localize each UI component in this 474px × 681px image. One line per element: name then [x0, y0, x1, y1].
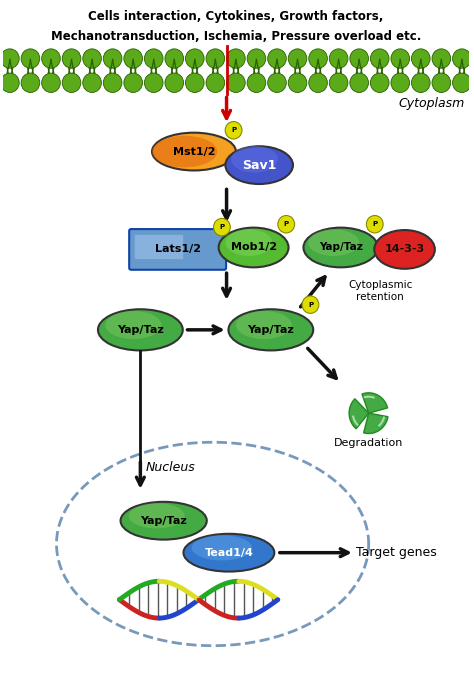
Text: Yap/Taz: Yap/Taz	[247, 325, 294, 335]
Circle shape	[103, 73, 122, 93]
Text: Yap/Taz: Yap/Taz	[319, 242, 363, 253]
Ellipse shape	[231, 146, 278, 173]
Circle shape	[145, 49, 163, 68]
Circle shape	[432, 73, 451, 93]
Circle shape	[0, 73, 19, 93]
Text: Nucleus: Nucleus	[146, 461, 196, 474]
Circle shape	[185, 73, 204, 93]
Text: Target genes: Target genes	[356, 546, 437, 559]
Circle shape	[206, 73, 225, 93]
Circle shape	[145, 73, 163, 93]
Circle shape	[247, 73, 266, 93]
Text: P: P	[219, 224, 225, 230]
Circle shape	[21, 73, 40, 93]
Text: P: P	[283, 221, 289, 227]
Circle shape	[432, 49, 451, 68]
Polygon shape	[364, 413, 388, 434]
Ellipse shape	[191, 535, 252, 560]
Ellipse shape	[129, 503, 185, 528]
Text: Tead1/4: Tead1/4	[204, 548, 253, 558]
Text: Cells interaction, Cytokines, Growth factors,: Cells interaction, Cytokines, Growth fac…	[88, 10, 383, 23]
Circle shape	[391, 49, 410, 68]
Circle shape	[213, 219, 230, 236]
Ellipse shape	[120, 502, 207, 539]
Text: P: P	[372, 221, 377, 227]
Text: Cytoplasmic
retention: Cytoplasmic retention	[348, 281, 412, 302]
Text: Sav1: Sav1	[242, 159, 276, 172]
FancyBboxPatch shape	[129, 229, 226, 270]
Circle shape	[124, 49, 143, 68]
Circle shape	[42, 73, 60, 93]
Circle shape	[165, 49, 183, 68]
Circle shape	[278, 215, 295, 233]
Circle shape	[309, 73, 328, 93]
Circle shape	[366, 215, 383, 233]
Circle shape	[62, 49, 81, 68]
Circle shape	[83, 73, 101, 93]
Circle shape	[350, 49, 368, 68]
Circle shape	[329, 73, 348, 93]
Polygon shape	[349, 399, 369, 429]
Ellipse shape	[303, 227, 378, 268]
Text: Cytoplasm: Cytoplasm	[399, 97, 465, 110]
Circle shape	[247, 49, 266, 68]
Text: Mob1/2: Mob1/2	[230, 242, 277, 253]
Ellipse shape	[152, 136, 217, 168]
Circle shape	[206, 49, 225, 68]
Ellipse shape	[228, 309, 313, 351]
Circle shape	[225, 121, 242, 139]
Circle shape	[411, 73, 430, 93]
Circle shape	[350, 73, 368, 93]
Circle shape	[309, 49, 328, 68]
Circle shape	[302, 296, 319, 313]
Circle shape	[227, 73, 245, 93]
Ellipse shape	[98, 309, 183, 351]
Circle shape	[453, 73, 471, 93]
Circle shape	[329, 49, 348, 68]
Circle shape	[21, 49, 40, 68]
Polygon shape	[362, 393, 388, 413]
Text: Mst1/2: Mst1/2	[173, 146, 215, 157]
Circle shape	[411, 49, 430, 68]
Circle shape	[288, 73, 307, 93]
Text: Degradation: Degradation	[334, 438, 403, 448]
Circle shape	[0, 49, 19, 68]
Text: P: P	[231, 127, 236, 133]
FancyBboxPatch shape	[135, 235, 183, 259]
Text: Lats1/2: Lats1/2	[155, 244, 201, 255]
Circle shape	[185, 49, 204, 68]
Ellipse shape	[236, 311, 292, 339]
Ellipse shape	[226, 146, 293, 184]
Ellipse shape	[219, 227, 289, 268]
Circle shape	[370, 49, 389, 68]
Circle shape	[124, 73, 143, 93]
Text: P: P	[308, 302, 313, 308]
Circle shape	[42, 49, 60, 68]
Circle shape	[83, 49, 101, 68]
Ellipse shape	[308, 229, 359, 256]
Circle shape	[103, 49, 122, 68]
Text: 14-3-3: 14-3-3	[384, 244, 425, 255]
Circle shape	[453, 49, 471, 68]
Circle shape	[165, 73, 183, 93]
Ellipse shape	[152, 133, 236, 170]
Circle shape	[370, 73, 389, 93]
Ellipse shape	[183, 534, 274, 571]
Text: Yap/Taz: Yap/Taz	[140, 516, 187, 526]
Circle shape	[62, 73, 81, 93]
Text: Mechanotransduction, Ischemia, Pressure overload etc.: Mechanotransduction, Ischemia, Pressure …	[51, 30, 421, 43]
Circle shape	[268, 49, 286, 68]
Circle shape	[391, 73, 410, 93]
Ellipse shape	[105, 311, 161, 339]
Circle shape	[268, 73, 286, 93]
Ellipse shape	[374, 230, 435, 269]
Circle shape	[288, 49, 307, 68]
Text: Yap/Taz: Yap/Taz	[117, 325, 164, 335]
Circle shape	[227, 49, 245, 68]
Ellipse shape	[226, 229, 272, 256]
